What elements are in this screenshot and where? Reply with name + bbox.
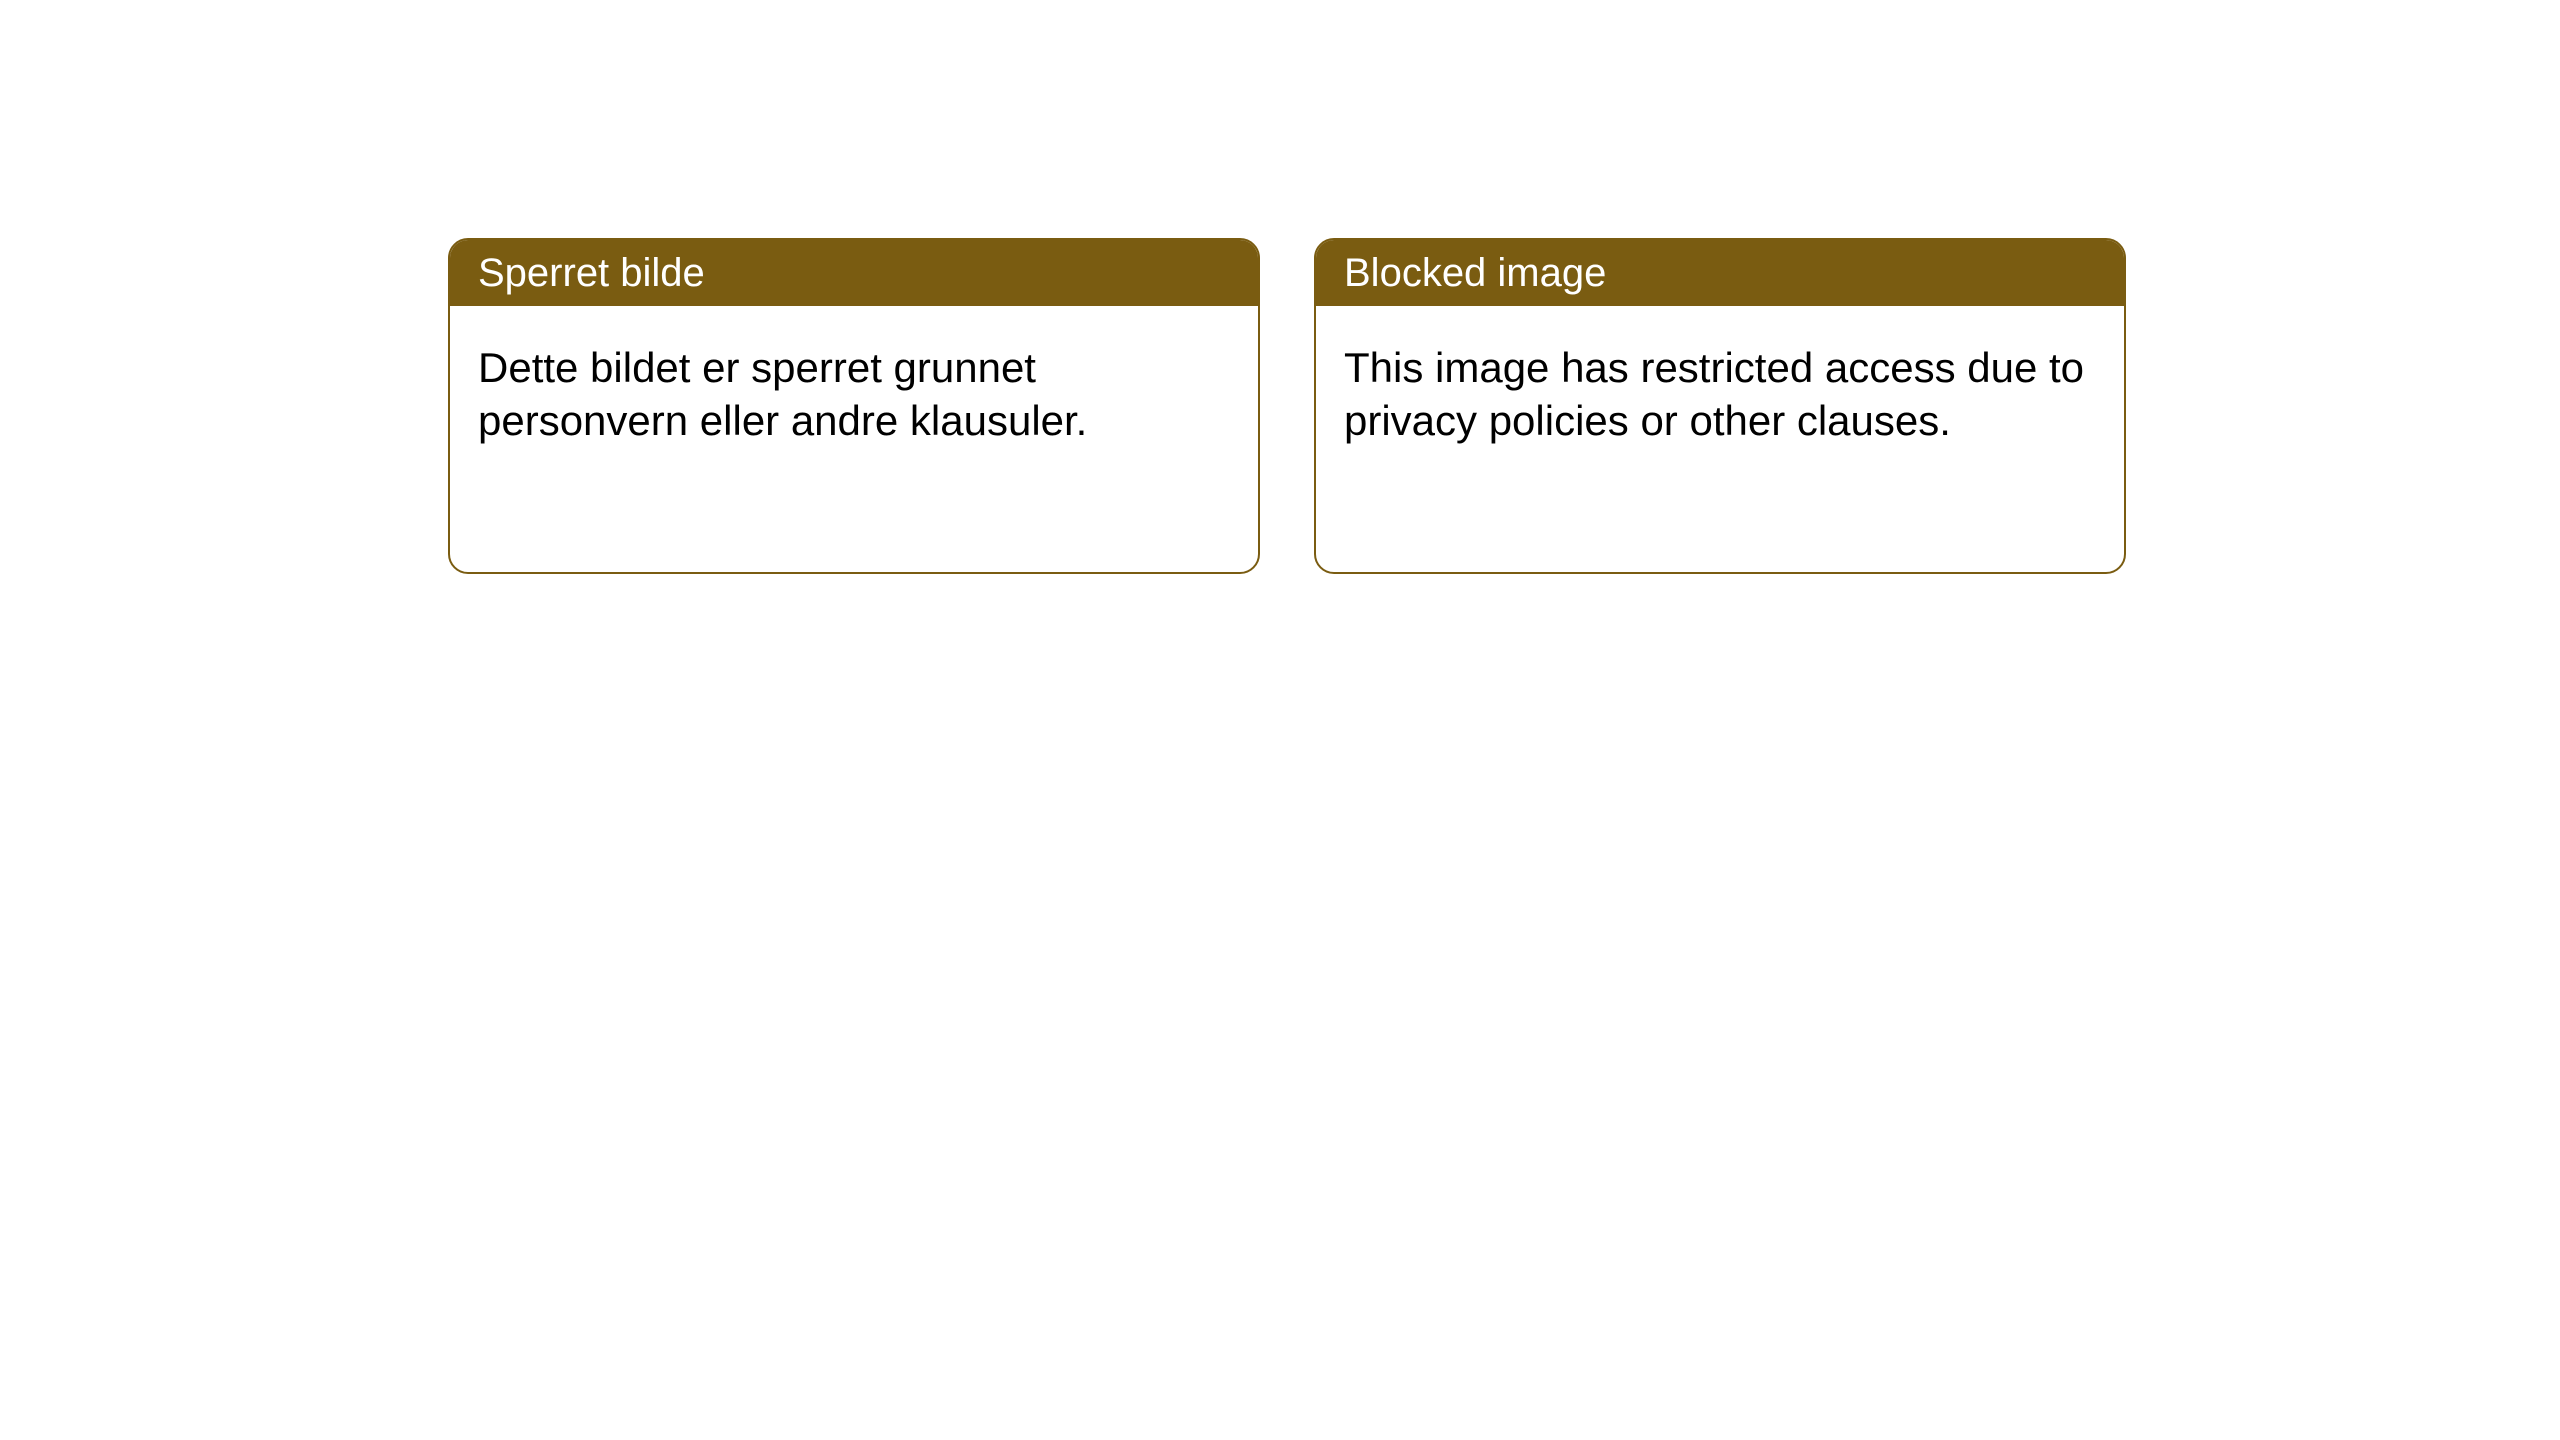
info-card-english: Blocked image This image has restricted … [1314, 238, 2126, 574]
card-body: Dette bildet er sperret grunnet personve… [450, 306, 1258, 483]
card-body-text: Dette bildet er sperret grunnet personve… [478, 344, 1087, 444]
card-header: Sperret bilde [450, 240, 1258, 306]
card-title: Blocked image [1344, 251, 1606, 295]
card-title: Sperret bilde [478, 251, 705, 295]
card-body-text: This image has restricted access due to … [1344, 344, 2084, 444]
info-card-norwegian: Sperret bilde Dette bildet er sperret gr… [448, 238, 1260, 574]
info-cards-container: Sperret bilde Dette bildet er sperret gr… [448, 238, 2126, 574]
card-body: This image has restricted access due to … [1316, 306, 2124, 483]
card-header: Blocked image [1316, 240, 2124, 306]
